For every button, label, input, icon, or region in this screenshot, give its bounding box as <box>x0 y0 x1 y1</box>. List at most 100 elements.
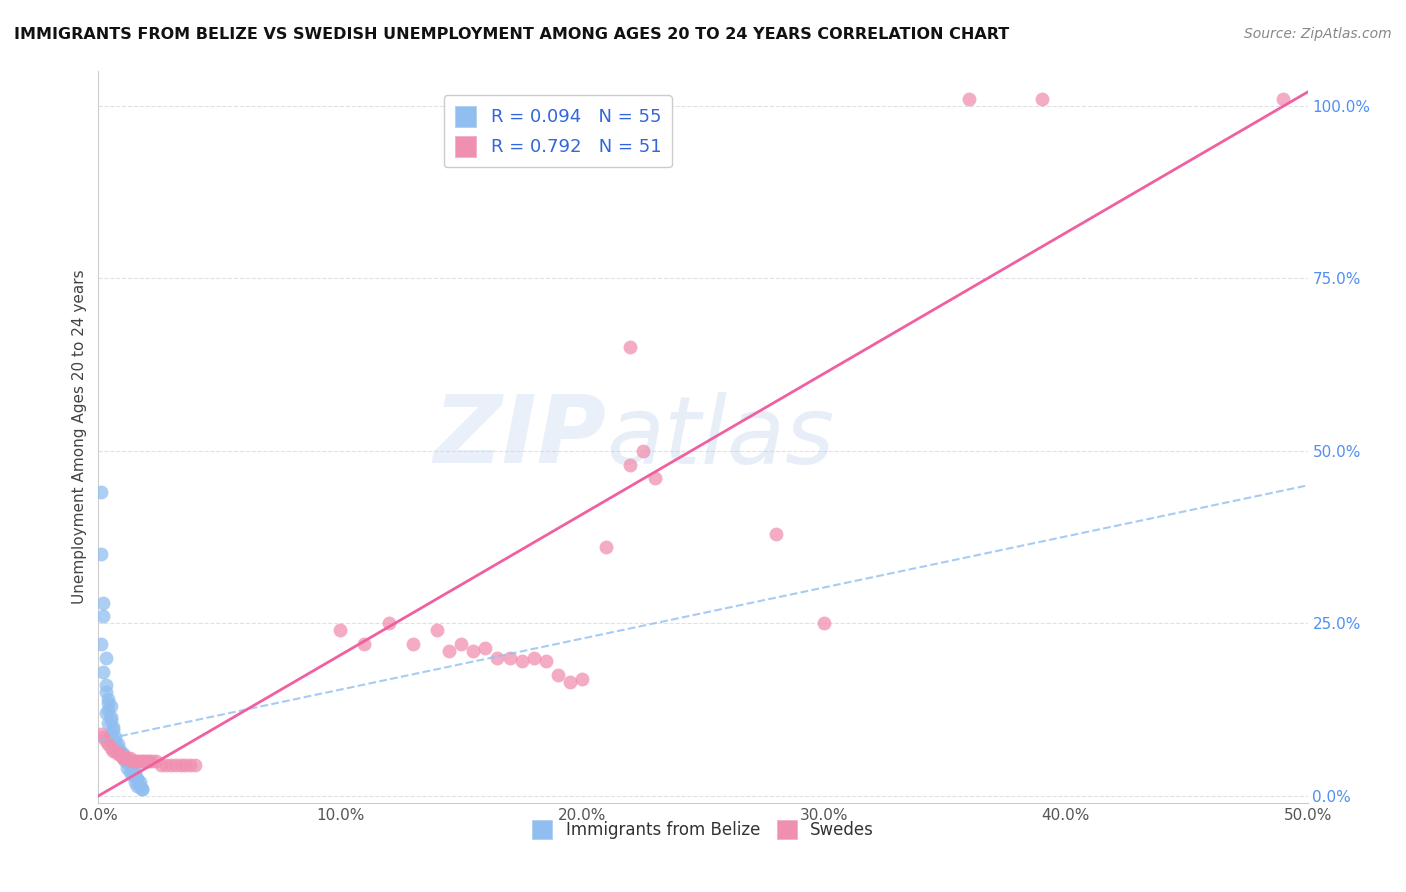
Point <box>547 668 569 682</box>
Point <box>101 720 124 734</box>
Point <box>135 755 157 769</box>
Text: IMMIGRANTS FROM BELIZE VS SWEDISH UNEMPLOYMENT AMONG AGES 20 TO 24 YEARS CORRELA: IMMIGRANTS FROM BELIZE VS SWEDISH UNEMPL… <box>14 27 1010 42</box>
Point <box>100 727 122 741</box>
Point <box>450 637 472 651</box>
Text: Source: ZipAtlas.com: Source: ZipAtlas.com <box>1244 27 1392 41</box>
Point <box>169 757 191 772</box>
Point <box>101 744 124 758</box>
Point <box>124 764 146 779</box>
Point <box>97 692 120 706</box>
Point <box>131 782 153 797</box>
Point <box>90 485 112 500</box>
Point <box>127 779 149 793</box>
Point <box>138 755 160 769</box>
Point <box>128 755 150 769</box>
Point <box>104 744 127 758</box>
Point <box>486 651 509 665</box>
Point <box>437 644 460 658</box>
Point <box>90 637 112 651</box>
Point <box>155 757 177 772</box>
Point <box>595 541 617 555</box>
Point <box>377 616 399 631</box>
Point <box>108 747 131 762</box>
Point <box>402 637 425 651</box>
Point <box>558 675 581 690</box>
Point <box>94 678 117 692</box>
Point <box>124 755 146 769</box>
Point <box>90 548 112 562</box>
Point <box>111 751 134 765</box>
Point <box>91 609 114 624</box>
Point <box>150 757 173 772</box>
Point <box>91 596 114 610</box>
Point <box>90 727 112 741</box>
Point <box>329 624 352 638</box>
Point <box>121 761 143 775</box>
Point <box>121 761 143 775</box>
Point <box>121 768 143 782</box>
Point <box>127 772 149 786</box>
Point <box>131 755 153 769</box>
Point <box>100 713 122 727</box>
Point <box>101 733 124 747</box>
Point <box>124 768 146 782</box>
Point <box>141 755 163 769</box>
Point <box>108 747 131 762</box>
Point <box>108 744 131 758</box>
Point <box>100 709 122 723</box>
Point <box>474 640 496 655</box>
Point <box>97 703 120 717</box>
Point <box>118 757 141 772</box>
Point <box>101 723 124 738</box>
Point <box>957 92 980 106</box>
Point <box>571 672 593 686</box>
Point <box>114 751 136 765</box>
Point <box>121 755 143 769</box>
Point <box>91 731 114 745</box>
Point <box>118 764 141 779</box>
Point <box>97 696 120 710</box>
Point <box>619 458 641 472</box>
Point <box>127 755 149 769</box>
Point <box>94 706 117 720</box>
Point <box>104 740 127 755</box>
Point <box>117 761 139 775</box>
Point <box>111 747 134 762</box>
Point <box>91 665 114 679</box>
Point <box>523 651 546 665</box>
Point <box>1272 92 1295 106</box>
Point <box>104 731 127 745</box>
Point <box>765 526 787 541</box>
Text: ZIP: ZIP <box>433 391 606 483</box>
Point <box>114 755 136 769</box>
Point <box>111 751 134 765</box>
Point <box>131 782 153 797</box>
Point <box>107 740 129 755</box>
Point <box>94 685 117 699</box>
Text: atlas: atlas <box>606 392 835 483</box>
Point <box>94 651 117 665</box>
Point <box>100 740 122 755</box>
Point <box>118 751 141 765</box>
Point <box>463 644 485 658</box>
Point <box>111 747 134 762</box>
Point <box>107 744 129 758</box>
Point <box>97 737 120 751</box>
Point <box>619 340 641 354</box>
Point <box>128 779 150 793</box>
Point <box>107 737 129 751</box>
Point <box>498 651 520 665</box>
Legend: Immigrants from Belize, Swedes: Immigrants from Belize, Swedes <box>526 814 880 846</box>
Point <box>813 616 835 631</box>
Point <box>124 775 146 789</box>
Point <box>353 637 375 651</box>
Point <box>117 751 139 765</box>
Point <box>165 757 187 772</box>
Point <box>179 757 201 772</box>
Point <box>426 624 449 638</box>
Point <box>118 757 141 772</box>
Point <box>128 775 150 789</box>
Point <box>107 747 129 762</box>
Point <box>1031 92 1053 106</box>
Point <box>100 699 122 714</box>
